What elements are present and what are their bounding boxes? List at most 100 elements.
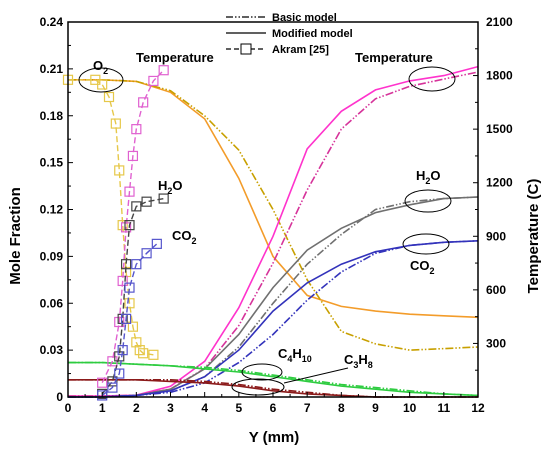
y-tick-label: 0.21	[40, 62, 64, 76]
series-akram_co2-marker	[131, 259, 142, 270]
series-akram_o2-marker	[131, 337, 142, 348]
series-akram_o2-marker	[117, 220, 128, 231]
h2o-label-right: H2O	[416, 168, 441, 186]
y-tick-label: 0.03	[40, 343, 64, 357]
series-akram_temp-marker	[148, 75, 159, 87]
series-akram_co2-marker	[97, 390, 108, 401]
h2o-label-left: H2O	[158, 178, 183, 196]
y2-tick-label: 2100	[486, 15, 513, 29]
series-akram_co2-marker	[141, 248, 152, 259]
y-tick-label: 0.15	[40, 156, 64, 170]
legend-basic-label: Basic model	[272, 12, 337, 24]
series-akram_temp-marker	[120, 222, 132, 233]
y2-axis-title: Temperature (C)	[525, 179, 542, 294]
series-akram_temp-marker	[117, 275, 128, 287]
series-akram_o2-marker	[134, 345, 145, 356]
series-akram_temp-marker	[114, 316, 125, 328]
x-tick-label: 6	[270, 401, 277, 415]
series-akram_h2o-marker	[158, 193, 169, 204]
series-akram_o2-marker	[110, 118, 121, 129]
y2-tick-label: 1800	[486, 69, 513, 83]
legend: Basic model Modified model Akram [25]	[226, 12, 353, 56]
x-tick-label: 12	[471, 401, 485, 415]
plot-frame	[67, 21, 479, 398]
c4h10-highlight-ellipse	[241, 363, 283, 381]
legend-akram-label: Akram [25]	[272, 44, 329, 56]
series-akram_o2-marker	[127, 321, 139, 332]
series-akram_co2-marker	[151, 238, 162, 249]
y-axis-title: Mole Fraction	[7, 187, 24, 285]
y-tick-label: 0	[56, 390, 63, 404]
c3h8-label: C3H8	[344, 352, 373, 370]
series-akram_h2o-marker	[141, 196, 152, 207]
o2-label: O2	[93, 58, 108, 76]
annotations: O2 Temperature Temperature H2O CO2 H2O C…	[78, 50, 456, 396]
series-o2_mod-line	[68, 79, 479, 319]
c3h8-highlight-ellipse	[231, 378, 285, 396]
series-akram_o2-marker	[97, 79, 108, 90]
y2-tick-label: 600	[486, 283, 506, 297]
series-akram_o2-marker	[103, 91, 115, 103]
series-akram_h2o-marker	[124, 220, 135, 231]
series-akram_temp-line	[101, 69, 165, 384]
x-tick-label: 0	[65, 401, 72, 415]
co2-label-right: CO2	[410, 258, 435, 276]
series-temp_basic-line	[68, 71, 479, 397]
series-akram_h2o-line	[101, 197, 164, 395]
x-tick-label: 7	[304, 401, 311, 415]
series-akram_temp-marker	[131, 124, 142, 135]
series-akram_co2-marker	[117, 345, 128, 356]
temperature-label-left: Temperature	[136, 50, 214, 65]
h2o-highlight-ellipse	[404, 189, 452, 213]
temperature-highlight-ellipse	[408, 66, 456, 92]
series-akram_co2-marker	[124, 282, 135, 293]
x-tick-label: 10	[403, 401, 417, 415]
o2-highlight-ellipse	[78, 67, 124, 93]
series-akram_temp-marker	[138, 97, 149, 108]
temperature-label-right: Temperature	[355, 50, 433, 65]
series-c4h10_basic-line	[68, 361, 479, 397]
co2-highlight-ellipse	[402, 233, 450, 255]
series-akram_o2-line	[68, 79, 154, 356]
series-akram_h2o-marker	[120, 259, 132, 270]
y2-tick-label: 900	[486, 229, 506, 243]
axes-layer: 0 1 2 3 4 5 6 7 8 9 10 11 1200.030.060.090.120.150.1…	[40, 15, 513, 415]
series-akram_o2-marker	[148, 349, 159, 360]
series-akram_o2-marker	[124, 298, 135, 309]
y2-tick-label: 300	[486, 336, 506, 350]
x-tick-label: 8	[338, 401, 345, 415]
series-akram_co2-marker	[107, 382, 118, 393]
series-akram_h2o-marker	[131, 201, 142, 212]
series-layer	[62, 65, 479, 401]
series-akram_o2-marker	[138, 348, 149, 359]
series-akram_temp-marker	[127, 150, 139, 162]
series-akram_temp-marker	[124, 186, 135, 197]
y-tick-label: 0.09	[40, 249, 64, 263]
series-akram_h2o-marker	[114, 351, 125, 362]
legend-akram-marker	[240, 43, 252, 55]
x-tick-label: 4	[201, 401, 208, 415]
y-tick-label: 0.24	[40, 15, 64, 29]
x-tick-label: 3	[167, 401, 174, 415]
y2-tick-label: 1500	[486, 122, 513, 136]
series-akram_co2-marker	[114, 368, 125, 379]
x-tick-label: 11	[437, 401, 450, 415]
x-tick-label: 9	[372, 401, 379, 415]
y-tick-label: 0.06	[40, 296, 64, 310]
x-tick-label: 2	[133, 401, 140, 415]
y2-tick-label: 1200	[486, 176, 513, 190]
x-tick-label: 1	[99, 401, 106, 415]
c3h8-leader-line	[283, 367, 349, 384]
series-o2_basic-line	[68, 79, 479, 351]
legend-modified-label: Modified model	[272, 28, 353, 40]
series-akram_o2-marker	[114, 165, 125, 176]
x-axis-title: Y (mm)	[249, 429, 300, 446]
x-tick-label: 5	[235, 401, 242, 415]
y-tick-label: 0.18	[40, 109, 64, 123]
series-akram_temp-marker	[158, 65, 169, 76]
y-tick-label: 0.12	[40, 203, 64, 217]
series-akram_co2-marker	[120, 313, 132, 324]
c4h10-label: C4H10	[278, 346, 312, 364]
co2-label-left: CO2	[172, 228, 197, 246]
